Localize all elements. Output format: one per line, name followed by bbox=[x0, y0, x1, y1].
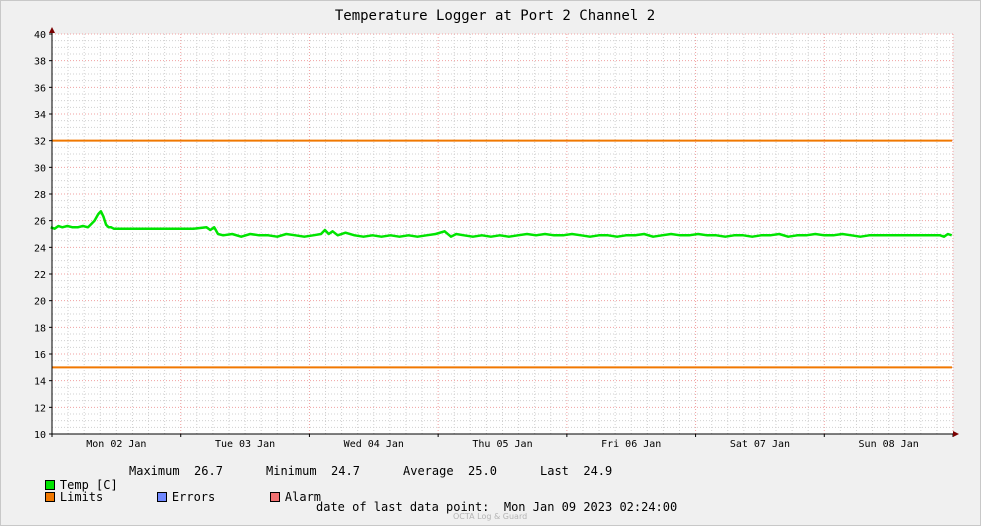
y-tick-label: 36 bbox=[34, 83, 46, 94]
last-point-label: date of last data point: bbox=[316, 500, 490, 514]
y-tick-label: 24 bbox=[34, 243, 46, 254]
legend-limits: Limits bbox=[16, 476, 103, 518]
temp-swatch-icon bbox=[44, 480, 55, 490]
maximum-label: Maximum bbox=[129, 464, 180, 478]
axes bbox=[49, 27, 959, 437]
y-tick-label: 30 bbox=[34, 163, 46, 174]
y-tick-label: 40 bbox=[34, 30, 46, 41]
last-label: Last bbox=[540, 464, 569, 478]
average-label: Average bbox=[403, 464, 454, 478]
average-value: 25.0 bbox=[468, 464, 497, 478]
x-tick-label: Sun 08 Jan bbox=[859, 439, 919, 450]
y-axis-arrow-icon bbox=[49, 27, 55, 33]
limits-swatch-icon bbox=[44, 492, 55, 502]
series-lines bbox=[50, 210, 953, 238]
y-tick-label: 28 bbox=[34, 190, 46, 201]
legend-errors: Errors bbox=[128, 476, 215, 518]
minimum-label: Minimum bbox=[266, 464, 317, 478]
y-tick-label: 16 bbox=[34, 350, 46, 361]
minimum-value: 24.7 bbox=[331, 464, 360, 478]
x-tick-label: Mon 02 Jan bbox=[86, 439, 146, 450]
x-tick-label: Fri 06 Jan bbox=[601, 439, 661, 450]
y-tick-label: 12 bbox=[34, 403, 46, 414]
errors-swatch-icon bbox=[156, 492, 167, 502]
legend-average: Average 25.0 bbox=[403, 464, 497, 478]
y-tick-label: 38 bbox=[34, 57, 46, 68]
legend-row-temp: Temp [C] bbox=[16, 464, 118, 506]
y-tick-label: 10 bbox=[34, 430, 46, 441]
x-tick-label: Thu 05 Jan bbox=[472, 439, 532, 450]
x-tick-label: Tue 03 Jan bbox=[215, 439, 275, 450]
legend-minimum: Minimum 24.7 bbox=[266, 464, 360, 478]
alarm-label: Alarm bbox=[284, 490, 322, 504]
x-tick-label: Wed 04 Jan bbox=[344, 439, 404, 450]
y-tick-label: 26 bbox=[34, 217, 46, 228]
x-tick-label: Sat 07 Jan bbox=[730, 439, 790, 450]
last-value: 24.9 bbox=[583, 464, 613, 478]
limits-label: Limits bbox=[59, 490, 104, 504]
legend-alarm: Alarm bbox=[241, 476, 321, 518]
legend-last: Last 24.9 bbox=[540, 464, 612, 478]
chart-title: Temperature Logger at Port 2 Channel 2 bbox=[335, 8, 655, 24]
y-tick-label: 34 bbox=[34, 110, 46, 121]
y-axis-ticks: 10 12 14 16 18 20 22 24 26 28 30 32 34 36 38 40 bbox=[34, 30, 52, 441]
y-tick-label: 20 bbox=[34, 297, 46, 308]
x-axis-arrow-icon bbox=[953, 431, 959, 437]
maximum-value: 26.7 bbox=[194, 464, 223, 478]
y-tick-label: 22 bbox=[34, 270, 46, 281]
x-axis-ticks: Mon 02 Jan Tue 03 Jan Wed 04 Jan Thu 05 Jan… bbox=[51, 434, 954, 450]
errors-label: Errors bbox=[171, 490, 216, 504]
legend-maximum: Maximum 26.7 bbox=[129, 464, 223, 478]
y-tick-label: 18 bbox=[34, 323, 46, 334]
limit-lines bbox=[52, 139, 952, 369]
last-data-point: date of last data point: Mon Jan 09 2023… bbox=[316, 500, 677, 514]
credit-text: OCTA Log & Guard bbox=[453, 512, 528, 521]
temperature-series-line bbox=[50, 210, 953, 238]
last-point-value: Mon Jan 09 2023 02:24:00 bbox=[503, 500, 678, 514]
alarm-swatch-icon bbox=[269, 492, 280, 502]
y-tick-label: 14 bbox=[34, 377, 46, 388]
legend-temp-label: Temp [C] bbox=[59, 478, 118, 492]
y-tick-label: 32 bbox=[34, 137, 46, 148]
